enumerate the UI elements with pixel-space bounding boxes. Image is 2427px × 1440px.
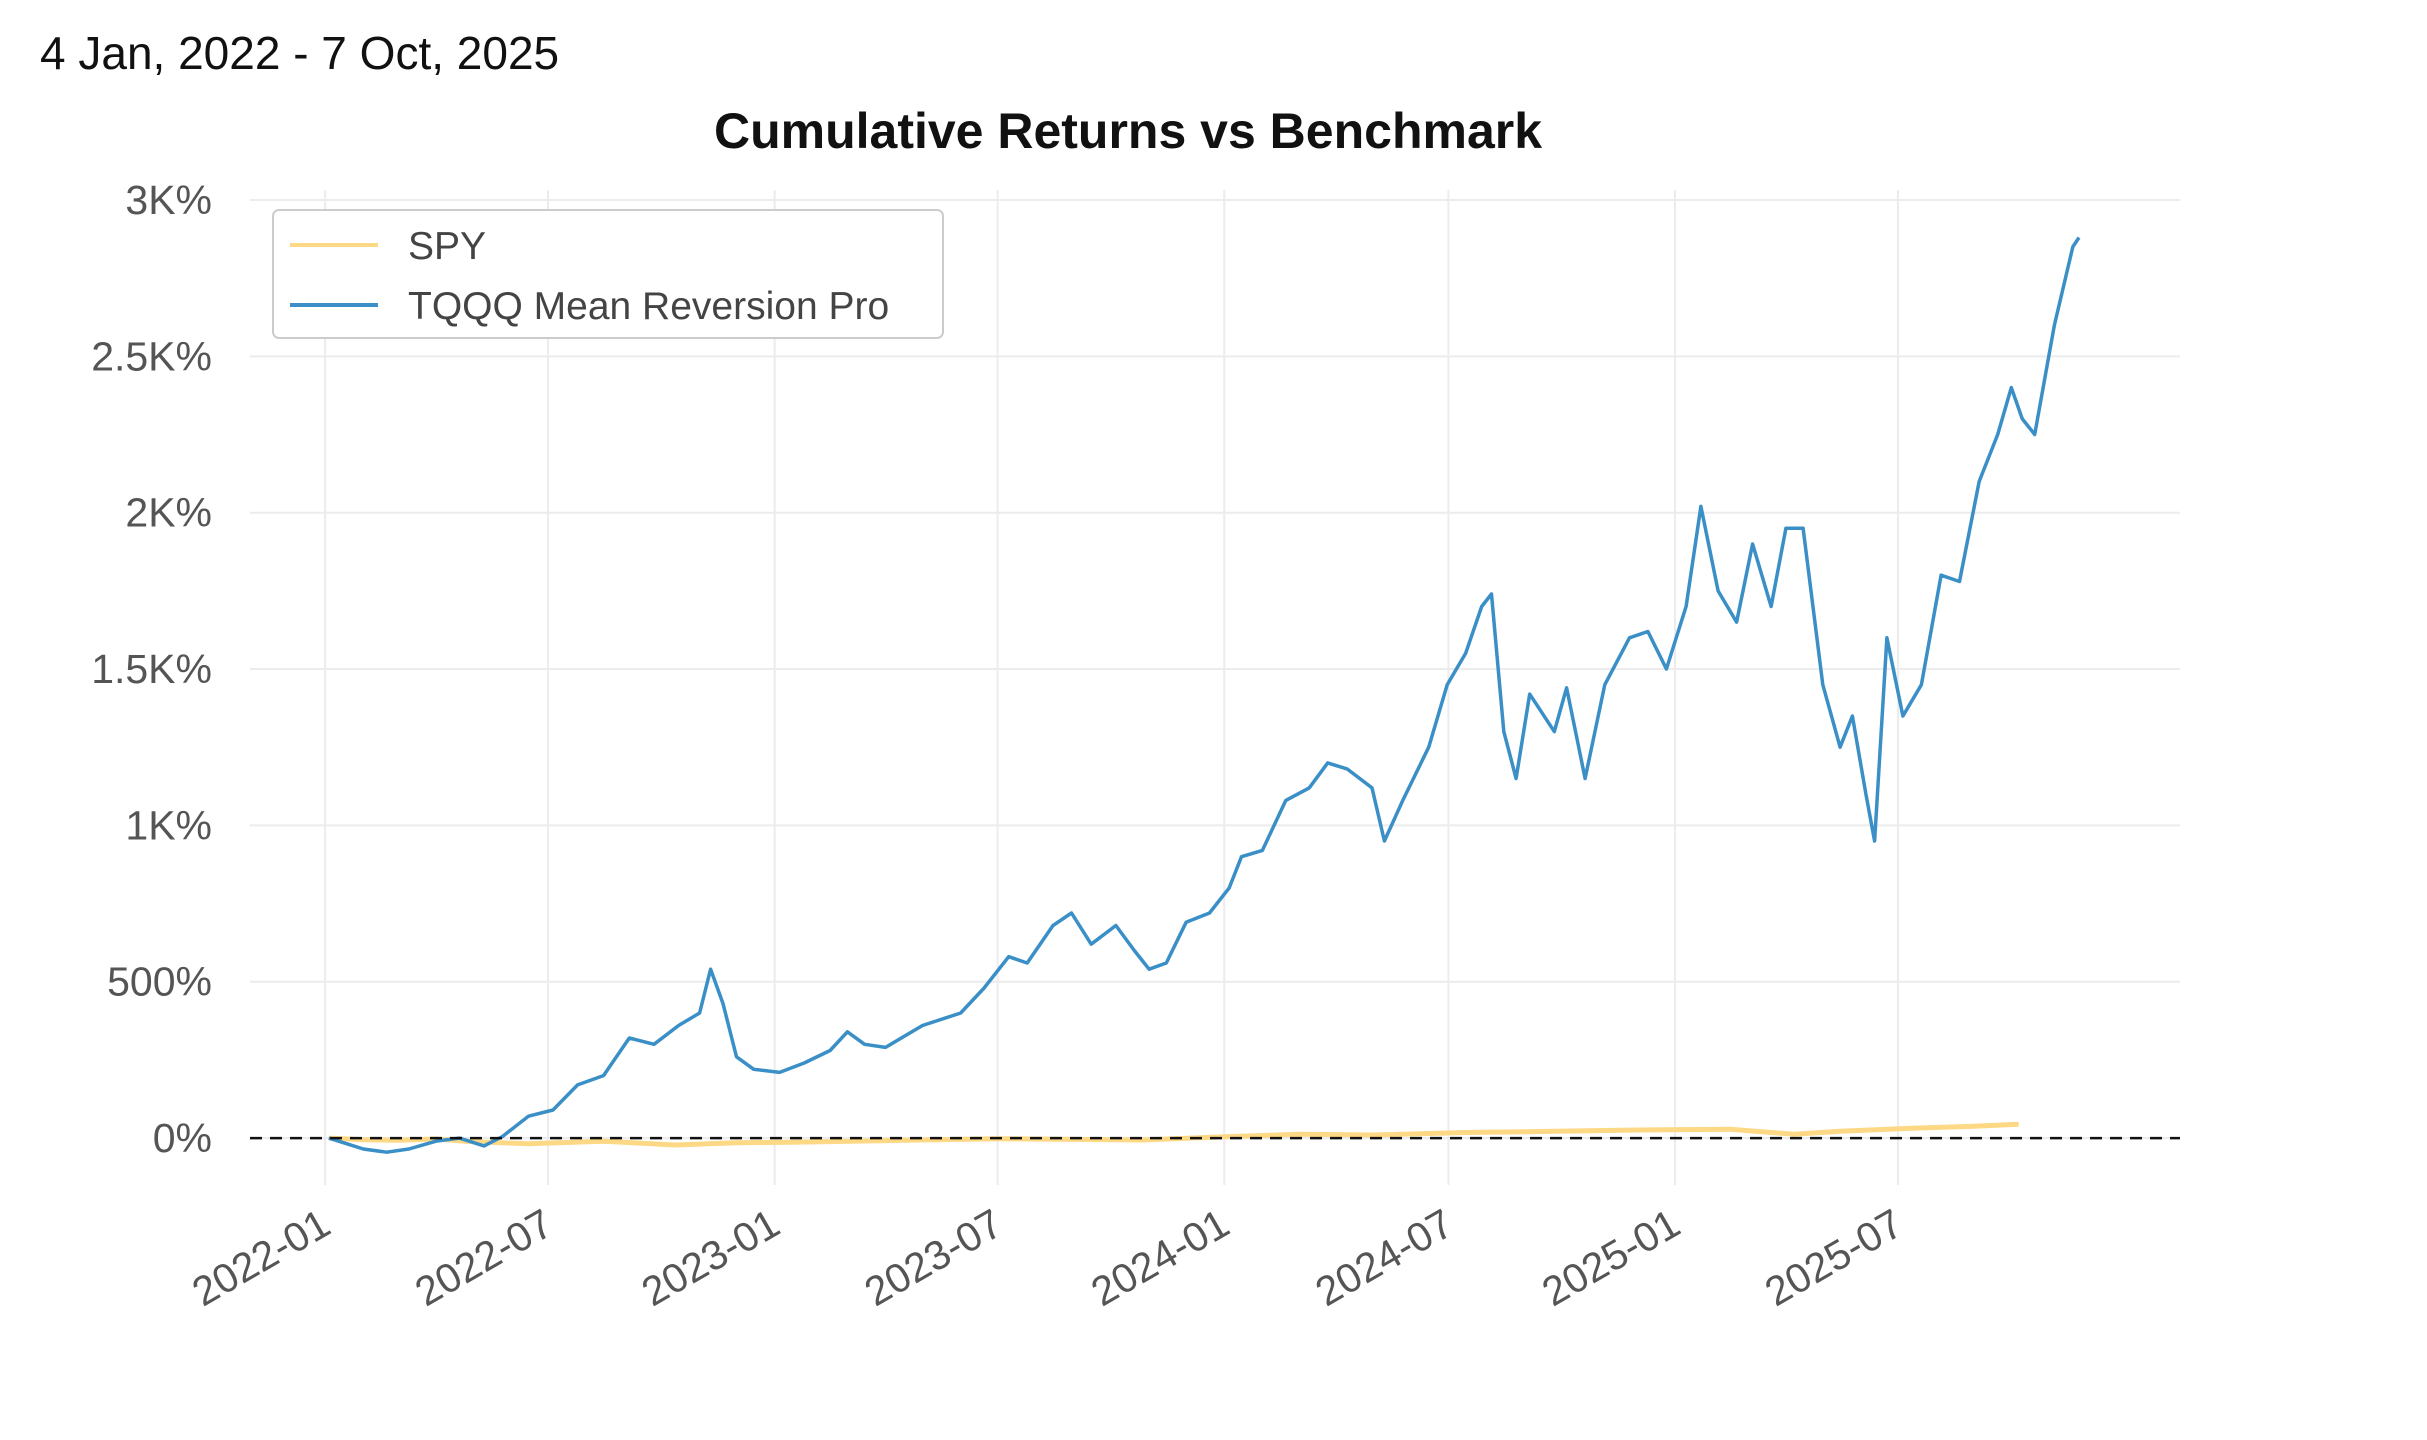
legend-box [272,209,944,339]
legend: SPY TQQQ Mean Reversion Pro [272,209,944,339]
x-tick-label: 2025-01 [1534,1200,1687,1315]
grid-lines [250,190,2180,1185]
x-axis: 2022-01 2022-07 2023-01 2023-07 2024-01 2024-… [184,1200,1910,1315]
x-tick-label: 2023-07 [857,1200,1010,1315]
date-range-label: 4 Jan, 2022 - 7 Oct, 2025 [40,27,560,79]
y-tick-label: 2.5K% [91,333,212,379]
series-lines [328,236,2081,1154]
legend-label: SPY [408,225,486,268]
x-tick-label: 2024-01 [1083,1200,1236,1315]
x-tick-label: 2024-07 [1308,1200,1461,1315]
y-tick-label: 2K% [125,490,212,536]
y-tick-label: 500% [107,959,212,1005]
x-tick-label: 2025-07 [1757,1200,1910,1315]
y-tick-label: 3K% [125,177,212,223]
y-tick-label: 0% [153,1115,212,1161]
y-tick-label: 1.5K% [91,646,212,692]
chart-title: Cumulative Returns vs Benchmark [714,103,1542,159]
x-tick-label: 2022-07 [407,1200,560,1315]
x-tick-label: 2023-01 [634,1200,787,1315]
legend-label: TQQQ Mean Reversion Pro [408,285,889,328]
y-tick-label: 1K% [125,802,212,848]
x-tick-label: 2022-01 [184,1200,337,1315]
series-line-spy [328,1121,2019,1148]
y-axis: 0% 500% 1K% 1.5K% 2K% 2.5K% 3K% [91,177,212,1161]
series-line-tqqq-mean-reversion-pro [328,236,2081,1154]
